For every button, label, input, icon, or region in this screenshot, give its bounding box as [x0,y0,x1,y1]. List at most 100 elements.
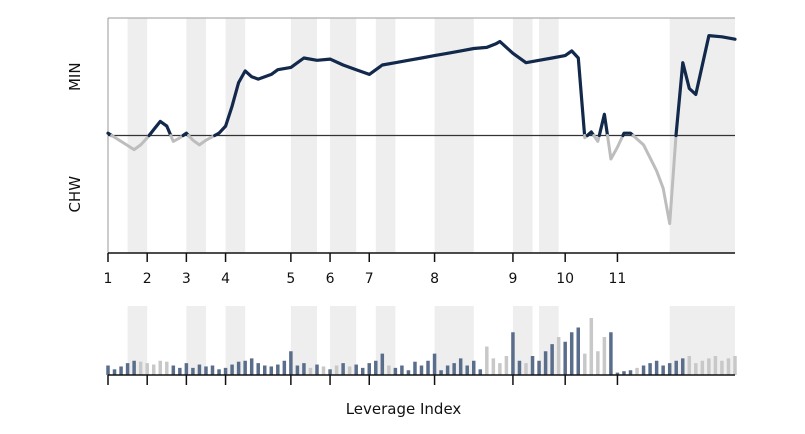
bar [556,337,561,375]
bar [687,356,692,375]
bar [452,363,456,375]
bar [726,358,731,375]
bar [289,351,293,375]
bar [674,360,678,375]
tick-label-1: 1 [104,271,113,287]
bar [445,365,450,375]
bar [204,366,208,375]
bar [374,360,378,375]
bar [733,356,737,375]
bar [112,369,117,375]
bar [302,363,306,375]
bar [197,364,202,375]
line-segment-positive [597,112,610,138]
bar [184,363,189,375]
bar [341,363,345,375]
bar [125,363,130,375]
bar [700,360,705,375]
line-segment-negative [606,134,625,161]
bar [106,365,110,375]
bar-band-2 [225,306,246,375]
bar [694,363,698,375]
bar [347,366,352,375]
bar [367,363,371,375]
line-segment-negative [187,134,217,147]
line-series [106,34,737,226]
bar [667,363,672,375]
bar [191,367,195,375]
bar [622,371,626,375]
bar [282,360,287,375]
tick-label-5: 5 [286,271,295,287]
bar [504,356,509,375]
bar [635,367,639,375]
bar [563,341,567,375]
bar [295,365,300,375]
bar [334,365,339,375]
tick-label-7: 7 [365,271,374,287]
line-segment-negative [110,134,151,152]
bar [249,358,254,375]
tick-label-8: 8 [430,271,439,287]
bar [308,367,313,375]
bar [596,351,600,375]
bar [602,337,607,375]
bar [387,365,391,375]
bar-band-7 [512,306,533,375]
line-segment-positive [147,119,173,138]
bar [236,361,241,375]
bar [641,365,646,375]
bar [256,363,260,375]
line-segment-negative [592,134,601,143]
bar [530,356,535,375]
bar [145,363,149,375]
line-segment-positive [674,34,737,138]
bar [537,360,541,375]
tick-label-3: 3 [182,271,191,287]
bar [171,365,176,375]
bar [465,365,469,375]
bar [406,370,411,375]
x-axis-title: Leverage Index [346,400,462,418]
tick-label-4: 4 [221,271,230,287]
main-x-ticks: 1 2 3 4 5 6 7 8 9 10 11 [104,253,626,287]
bar [426,360,430,375]
bar [707,358,711,375]
bar [569,332,574,375]
bar-band-1 [186,306,206,375]
bar [648,363,652,375]
y-label-bottom: CHW [66,176,84,213]
bar [439,370,443,375]
bar [165,361,169,375]
bar [491,358,496,375]
tick-label-2: 2 [143,271,152,287]
bar [472,360,476,375]
bar [210,365,215,375]
bar [511,332,515,375]
bar [217,369,221,375]
bar [654,360,659,375]
bar [720,360,724,375]
bar [315,364,319,375]
line-segment-positive [621,131,635,138]
bar [263,365,267,375]
bar [419,365,424,375]
tick-label-6: 6 [326,271,335,287]
tick-label-9: 9 [508,271,517,287]
bar [576,327,580,375]
bar [158,360,162,375]
bar [230,364,234,375]
bar [276,364,280,375]
bar [543,351,548,375]
bar [360,367,365,375]
bar [517,360,522,375]
bar [524,363,528,375]
bar [269,366,274,375]
bar [151,364,156,375]
bar [628,370,633,375]
bar [458,358,463,375]
bar [393,367,398,375]
bar-series [106,318,737,375]
